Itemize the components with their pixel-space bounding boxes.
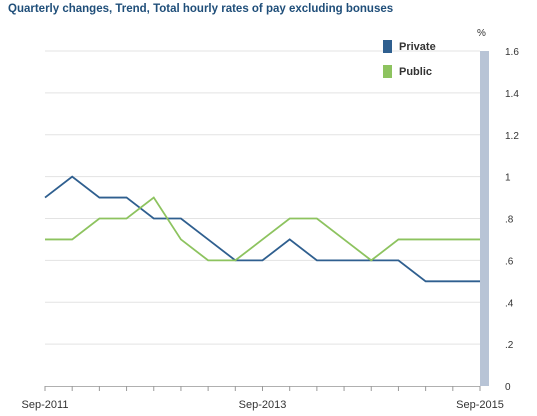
legend-label-public: Public xyxy=(399,66,432,78)
y-tick-label: 1.6 xyxy=(505,47,519,58)
legend-swatch-public xyxy=(383,65,392,78)
x-tick-label: Sep-2015 xyxy=(456,399,504,411)
y-tick-label: 1.4 xyxy=(505,89,519,100)
y-tick-label: 1.2 xyxy=(505,131,519,142)
y-axis-unit-label: % xyxy=(477,28,486,39)
series-line-public xyxy=(45,196,480,262)
series-line-private xyxy=(44,175,480,283)
x-tick-label: Sep-2013 xyxy=(239,399,287,411)
legend-label-private: Private xyxy=(399,41,436,53)
y-tick-label: .2 xyxy=(505,340,514,351)
y-tick-label: .4 xyxy=(505,298,514,309)
x-tick-label: Sep-2011 xyxy=(22,399,69,411)
y-tick-label: .6 xyxy=(505,256,514,267)
y-tick-label: .8 xyxy=(505,215,514,226)
legend-swatch-private xyxy=(383,40,392,53)
y-tick-label: 0 xyxy=(505,382,511,393)
y-axis-bar xyxy=(480,51,489,386)
chart-title: Quarterly changes, Trend, Total hourly r… xyxy=(8,3,394,15)
y-tick-label: 1 xyxy=(505,173,511,184)
